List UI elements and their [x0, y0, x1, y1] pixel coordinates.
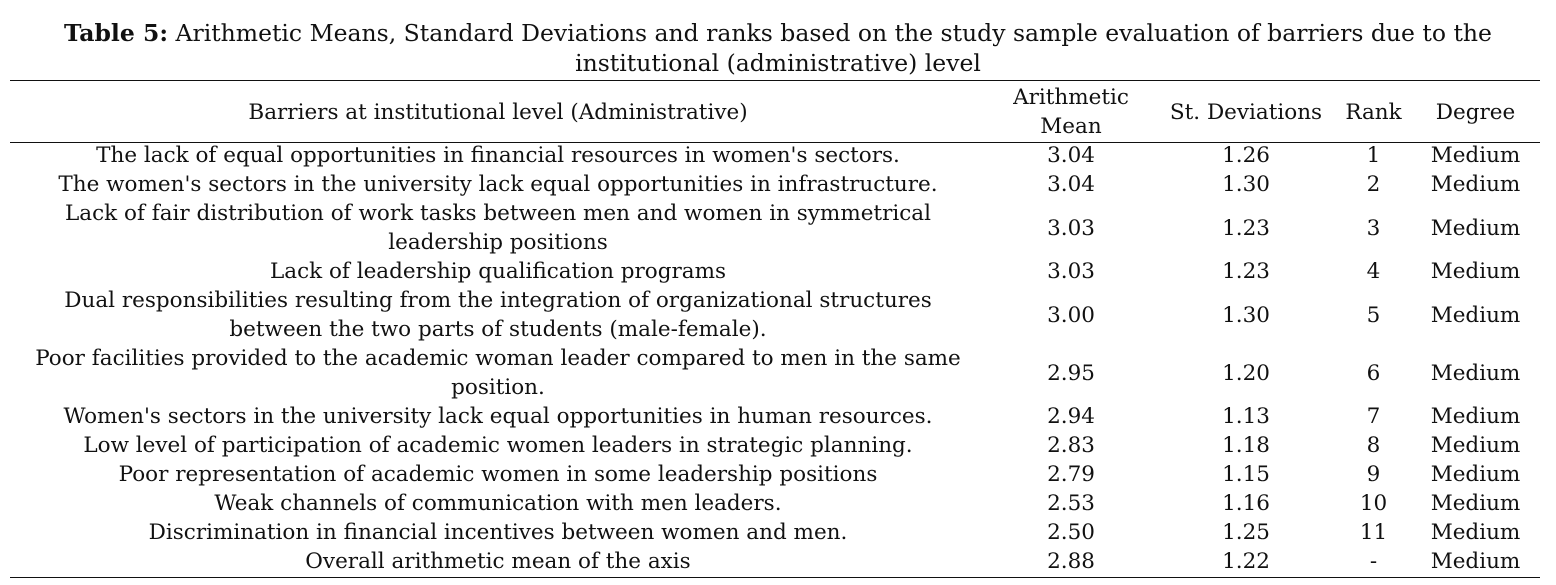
barrier-cell: Overall arithmetic mean of the axis	[305, 549, 691, 574]
barrier-cell: Discrimination in financial incentives b…	[148, 520, 848, 545]
table-caption-label: Table 5:	[64, 19, 168, 47]
degree-cell: Medium	[1430, 462, 1521, 487]
mean-cell: 3.03	[1047, 215, 1095, 241]
table-row: Lack of leadership qualification program…	[10, 257, 1540, 286]
mean-cell: 2.83	[1047, 433, 1095, 458]
table-bottom-rule	[10, 577, 1540, 578]
mean-cell: 3.03	[1047, 259, 1095, 284]
sd-cell: 1.23	[1222, 215, 1270, 241]
degree-cell: Medium	[1430, 172, 1521, 197]
rank-cell: 2	[1366, 172, 1381, 197]
degree-cell: Medium	[1430, 404, 1521, 429]
barrier-cell: Low level of participation of academic w…	[83, 433, 913, 458]
table-row: Poor facilities provided to the academic…	[10, 344, 1540, 402]
table-row: Dual responsibilities resulting from the…	[10, 286, 1540, 344]
degree-cell: Medium	[1430, 491, 1521, 516]
rank-cell: -	[1369, 549, 1378, 574]
mean-cell: 2.53	[1047, 491, 1095, 516]
barrier-cell: The women's sectors in the university la…	[58, 172, 938, 197]
sd-cell: 1.30	[1222, 172, 1270, 197]
header-rank: Rank	[1345, 99, 1402, 125]
degree-cell: Medium	[1430, 215, 1521, 241]
rank-cell: 1	[1366, 143, 1381, 168]
mean-cell: 2.79	[1047, 462, 1095, 487]
table-row: Women's sectors in the university lack e…	[10, 402, 1540, 431]
barrier-cell: Women's sectors in the university lack e…	[63, 404, 933, 429]
mean-cell: 3.00	[1047, 302, 1095, 328]
table-header-row: Barriers at institutional level (Adminis…	[10, 83, 1540, 141]
rank-cell: 7	[1366, 404, 1381, 429]
degree-cell: Medium	[1430, 302, 1521, 328]
barriers-table: Barriers at institutional level (Adminis…	[10, 83, 1540, 576]
barrier-cell: Lack of fair distribution of work tasks …	[65, 201, 931, 255]
rank-cell: 9	[1366, 462, 1381, 487]
degree-cell: Medium	[1430, 259, 1521, 284]
table-row: The women's sectors in the university la…	[10, 170, 1540, 199]
table-caption-text: Arithmetic Means, Standard Deviations an…	[175, 19, 1492, 77]
mean-cell: 2.95	[1047, 360, 1095, 386]
header-mean: Arithmetic Mean	[1013, 85, 1129, 139]
rank-cell: 3	[1366, 215, 1381, 241]
barrier-cell: Poor facilities provided to the academic…	[35, 346, 961, 400]
sd-cell: 1.15	[1222, 462, 1270, 487]
degree-cell: Medium	[1430, 520, 1521, 545]
header-sd: St. Deviations	[1169, 99, 1323, 125]
sd-cell: 1.30	[1222, 302, 1270, 328]
sd-cell: 1.25	[1222, 520, 1270, 545]
table-row: Low level of participation of academic w…	[10, 431, 1540, 460]
sd-cell: 1.13	[1222, 404, 1270, 429]
mean-cell: 2.50	[1047, 520, 1095, 545]
barrier-cell: Dual responsibilities resulting from the…	[64, 288, 932, 342]
table-caption: Table 5: Arithmetic Means, Standard Devi…	[0, 0, 1556, 78]
barrier-cell: Poor representation of academic women in…	[118, 462, 878, 487]
table-row: Poor representation of academic women in…	[10, 460, 1540, 489]
rank-cell: 11	[1359, 520, 1388, 545]
barrier-cell: The lack of equal opportunities in finan…	[96, 143, 900, 168]
mean-cell: 2.94	[1047, 404, 1095, 429]
header-barrier: Barriers at institutional level (Adminis…	[248, 99, 748, 125]
sd-cell: 1.26	[1222, 143, 1270, 168]
table-row-overall: Overall arithmetic mean of the axis 2.88…	[10, 547, 1540, 576]
table-row: Discrimination in financial incentives b…	[10, 518, 1540, 547]
rank-cell: 6	[1366, 360, 1381, 386]
rank-cell: 4	[1366, 259, 1381, 284]
sd-cell: 1.20	[1222, 360, 1270, 386]
sd-cell: 1.16	[1222, 491, 1270, 516]
header-degree: Degree	[1435, 99, 1516, 125]
mean-cell: 2.88	[1047, 549, 1095, 574]
sd-cell: 1.23	[1222, 259, 1270, 284]
barrier-cell: Weak channels of communication with men …	[214, 491, 782, 516]
sd-cell: 1.22	[1222, 549, 1270, 574]
sd-cell: 1.18	[1222, 433, 1270, 458]
table-row: The lack of equal opportunities in finan…	[10, 141, 1540, 170]
barrier-cell: Lack of leadership qualification program…	[269, 259, 727, 284]
table-row: Lack of fair distribution of work tasks …	[10, 199, 1540, 257]
rank-cell: 8	[1366, 433, 1381, 458]
table-row: Weak channels of communication with men …	[10, 489, 1540, 518]
rank-cell: 5	[1366, 302, 1381, 328]
rank-cell: 10	[1359, 491, 1388, 516]
degree-cell: Medium	[1430, 433, 1521, 458]
table-top-rule	[10, 80, 1540, 81]
degree-cell: Medium	[1430, 549, 1521, 574]
degree-cell: Medium	[1430, 360, 1521, 386]
mean-cell: 3.04	[1047, 172, 1095, 197]
degree-cell: Medium	[1430, 143, 1521, 168]
table-header-rule	[10, 142, 1540, 143]
mean-cell: 3.04	[1047, 143, 1095, 168]
